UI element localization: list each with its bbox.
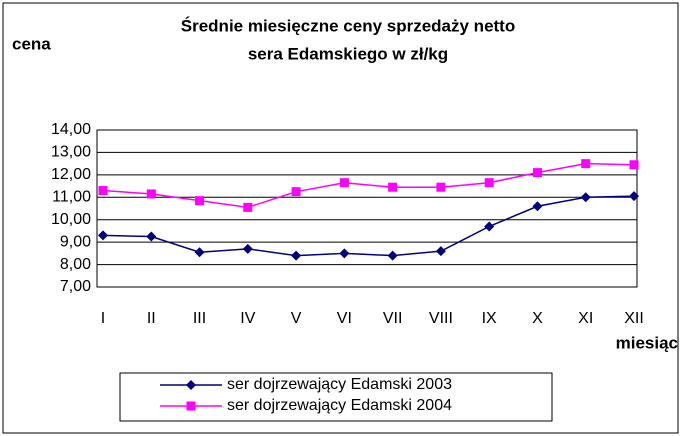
point [436,182,446,192]
point [484,178,494,188]
point [243,202,253,212]
x-tick-label: IV [240,310,255,327]
point [242,243,253,254]
point [532,168,542,178]
chart-title: Średnie miesięczne ceny sprzedaży netto [181,16,515,35]
x-tick-label: VIII [429,310,453,327]
x-tick-label: X [532,310,543,327]
point [629,160,639,170]
point [339,178,349,188]
point [291,187,301,197]
point [98,186,108,196]
y-axis-label: cena [12,34,51,53]
x-tick-label: III [193,310,206,327]
point [484,221,495,232]
legend-label: ser dojrzewający Edamski 2004 [227,397,452,414]
legend-marker [186,401,196,411]
point [146,189,156,199]
legend-marker [186,380,196,390]
point [291,250,302,261]
x-axis-label: miesiąc [616,333,678,352]
point [339,248,350,259]
point [195,196,205,206]
x-tick-label: VI [337,310,352,327]
plot-area [96,129,638,288]
x-tick-label: IX [482,310,497,327]
x-tick-label: XI [578,310,593,327]
series-line [102,162,635,209]
y-tick-label: 12,00 [51,166,91,183]
y-tick-label: 9,00 [60,233,91,250]
y-tick-label: 7,00 [60,278,91,295]
x-tick-label: VII [383,310,403,327]
y-tick-label: 11,00 [52,189,91,206]
x-tick-label: I [101,310,105,327]
point [580,192,591,203]
point [146,231,157,242]
y-tick-label: 10,00 [51,211,91,228]
point [387,250,398,261]
point [194,247,205,258]
x-tick-label: II [147,310,156,327]
x-tick-label: XII [624,310,644,327]
point [532,201,543,212]
legend-label: ser dojrzewający Edamski 2003 [227,376,452,393]
y-tick-label: 13,00 [51,144,91,161]
chart-title: sera Edamskiego w zł/kg [248,44,448,63]
point [581,159,591,169]
point [98,230,108,241]
series-line [102,195,635,257]
point [629,191,639,202]
x-tick-label: V [291,310,302,327]
y-tick-label: 14,00 [51,121,91,138]
point [388,182,398,192]
point [435,246,446,257]
y-tick-label: 8,00 [60,256,91,273]
